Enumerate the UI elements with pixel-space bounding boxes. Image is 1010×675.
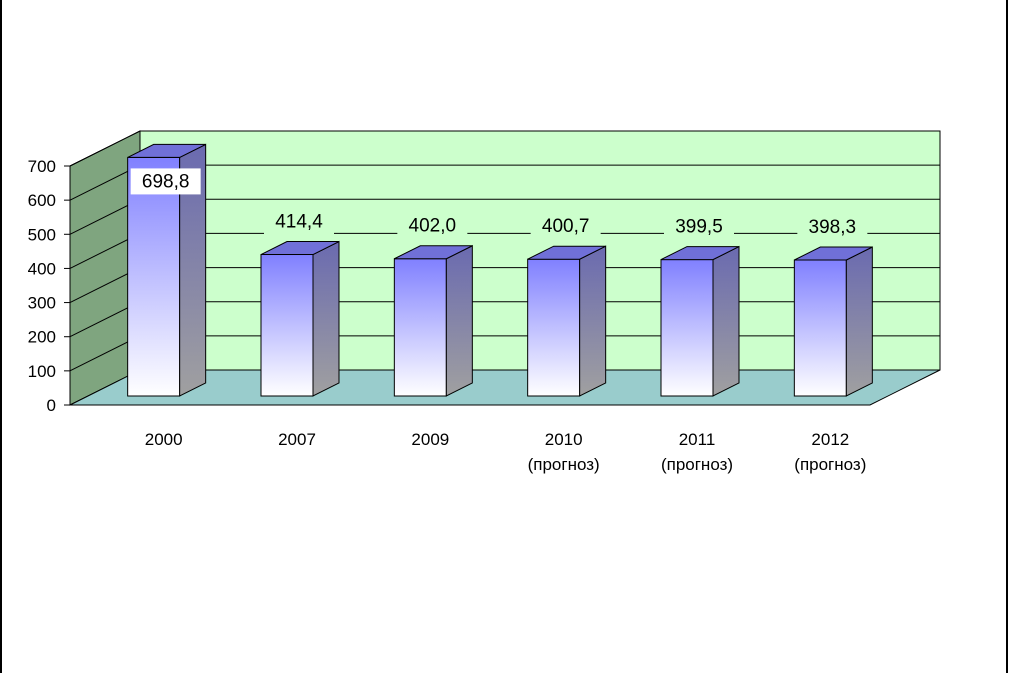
x-tick-label: 2012 [811,430,849,449]
bar-front [527,258,581,397]
bar-side [579,245,607,397]
bar-top [527,245,606,260]
bar-front [393,258,447,397]
data-label: 400,7 [542,216,590,237]
bar-side [845,246,873,397]
bar-2000: 698,8 [127,143,207,397]
y-axis: 0 100 200 300 400 500 600 700 [28,157,71,415]
x-tick-label: 2011 [679,430,716,449]
x-tick-label: 2010 [545,430,583,449]
x-tick-label: 2009 [411,430,449,449]
bar-side [445,244,473,397]
bar-2012: 398,3 [793,214,873,397]
x-tick-label: 2007 [278,430,316,449]
x-axis: 2000 2007 2009 2010 (прогноз) 2011 (прогноз) 20… [70,404,870,474]
bar-side [712,245,740,397]
data-label-bg [797,214,868,241]
y-tick-label: 400 [28,259,56,278]
data-label: 399,5 [675,217,723,238]
bar-side [312,240,340,397]
data-label-bg [530,213,601,240]
x-tick-note: (прогноз) [528,455,600,474]
data-label: 402,0 [409,216,457,237]
bar-top [260,241,340,256]
bar-front [260,254,314,397]
x-tick-note: (прогноз) [661,455,733,474]
data-label: 698,8 [142,171,190,192]
y-tick-label: 700 [28,157,56,176]
bar-front [660,259,714,397]
bar-front [793,259,847,397]
x-tick-note: (прогноз) [794,455,866,474]
y-tick-label: 0 [47,396,56,415]
data-label-bg [664,213,734,240]
bar-front [127,156,181,397]
bar-top [660,246,740,261]
y-tick-label: 600 [28,191,56,210]
y-tick-label: 100 [28,362,56,381]
y-tick-label: 300 [28,294,56,313]
bar-2011: 399,5 [660,213,740,397]
bar-top [794,246,873,261]
data-label: 414,4 [275,212,323,233]
y-tick-label: 200 [28,328,56,347]
data-label-bg [130,168,201,195]
bar-2007: 414,4 [260,208,340,397]
bar-2009: 402,0 [393,212,473,397]
data-label-bg [264,208,334,235]
bar-top [127,143,206,158]
y-tick-label: 500 [28,225,56,244]
bars: 698,8 414,4 402,0 400,7 399,5 398,3 [127,143,873,397]
bar-2010: 400,7 [527,213,607,397]
data-label-bg [397,212,468,239]
gridline-side [69,130,141,167]
bar-top [394,245,473,260]
data-label: 398,3 [809,217,857,238]
x-tick-label: 2000 [145,430,183,449]
